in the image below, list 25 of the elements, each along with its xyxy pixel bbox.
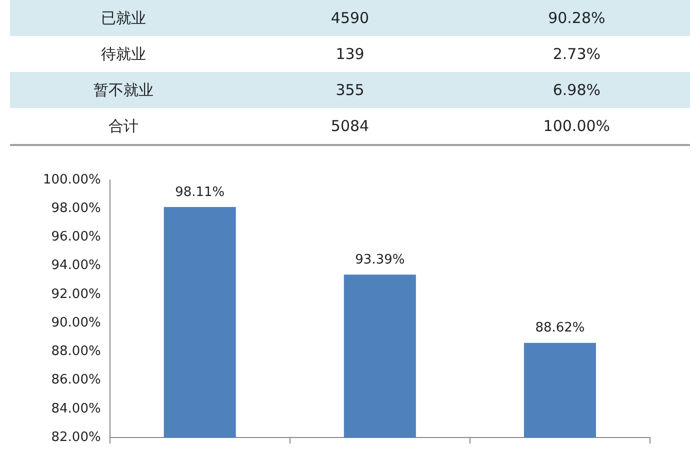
text: 暂不就业 [92,80,154,100]
y-tick-label: 98.00% [51,200,101,216]
y-tick-label: 88.00% [51,344,101,360]
text: 合计 [107,116,140,136]
y-tick-label: 90.00% [51,315,101,330]
text: 4590 [330,9,370,27]
text: 6.98% [552,81,602,99]
text: 待就业 [100,44,147,64]
text: 90.28% [547,9,606,27]
y-tick-label: 100.00% [42,172,101,188]
data-label: 98.11% [175,184,225,200]
y-tick-label: 96.00% [51,230,101,245]
y-tick-label: 86.00% [51,372,101,388]
y-tick-label: 84.00% [51,401,101,416]
text: 2.73% [552,45,602,63]
data-label: 88.62% [535,320,585,336]
y-tick-label: 92.00% [51,286,101,302]
y-tick-label: 82.00% [51,430,101,445]
text: 139 [334,45,366,63]
text: 已就业 [100,8,147,28]
data-label: 93.39% [355,252,405,268]
text: 100.00% [542,117,612,135]
text: 355 [334,81,366,99]
text: 5084 [330,117,370,135]
y-tick-label: 94.00% [51,258,101,274]
